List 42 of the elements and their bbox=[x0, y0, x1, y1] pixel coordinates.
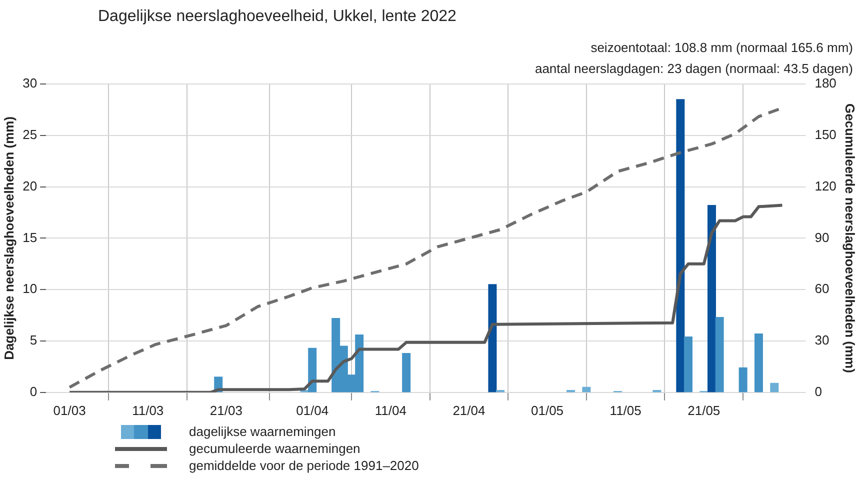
x-tick-label: 11/04 bbox=[374, 402, 406, 418]
text: aantal neerslagdagen: 23 dagen (normaal: 43.5 dagen) bbox=[534, 61, 853, 76]
y2-tick-label: 180 bbox=[814, 76, 836, 91]
legend-label: dagelijkse waarnemingen bbox=[189, 424, 336, 439]
y2-tick-label: 150 bbox=[814, 126, 836, 142]
y2-tick-label: 30 bbox=[814, 332, 830, 348]
legend-label: gecumuleerde waarnemingen bbox=[189, 441, 360, 456]
y-tick-label: 15 bbox=[22, 230, 38, 245]
x-tick-label: 01/04 bbox=[296, 402, 329, 418]
x-tick-label: 01/05 bbox=[531, 402, 564, 418]
bar bbox=[402, 353, 411, 392]
bar bbox=[715, 317, 724, 392]
y-tick-label: 30 bbox=[22, 76, 38, 91]
text: seizoentotaal: 108.8 mm (normaal 165.6 mm) bbox=[590, 40, 853, 55]
y-axis-title: Dagelijkse neerslaghoeveelheden (mm) bbox=[1, 116, 16, 360]
y-tick-label: 10 bbox=[22, 281, 38, 296]
y-tick-label: 5 bbox=[30, 332, 38, 348]
y2-tick-label: 90 bbox=[814, 230, 830, 245]
bar bbox=[676, 99, 685, 392]
bar bbox=[308, 348, 317, 392]
bar bbox=[684, 336, 692, 392]
y2-tick-label: 0 bbox=[814, 384, 822, 399]
y-tick-label: 20 bbox=[22, 178, 38, 194]
x-tick-label: 21/04 bbox=[452, 402, 486, 418]
bar bbox=[770, 382, 779, 392]
chart-title: Dagelijkse neerslaghoeveelheid, Ukkel, lente 2022 bbox=[98, 8, 456, 26]
x-tick-label: 11/05 bbox=[610, 402, 642, 418]
y-tick-label: 25 bbox=[22, 126, 38, 142]
bar bbox=[488, 284, 497, 392]
bar bbox=[738, 367, 748, 392]
y2-tick-label: 60 bbox=[814, 281, 830, 296]
y2-axis-title: Gecumuleerde neerslaghoeveelheden (mm) bbox=[842, 103, 858, 373]
legend-label: gemiddelde voor de periode 1991–2020 bbox=[189, 458, 419, 473]
x-tick-label: 01/03 bbox=[53, 402, 86, 418]
x-tick-label: 21/03 bbox=[210, 402, 242, 418]
x-tick-label: 11/03 bbox=[132, 402, 164, 418]
x-tick-label: 21/05 bbox=[688, 402, 720, 418]
bar bbox=[707, 204, 716, 392]
bar bbox=[754, 333, 763, 392]
y-tick-label: 0 bbox=[30, 384, 38, 399]
bar bbox=[582, 386, 591, 392]
y2-tick-label: 120 bbox=[814, 178, 836, 194]
